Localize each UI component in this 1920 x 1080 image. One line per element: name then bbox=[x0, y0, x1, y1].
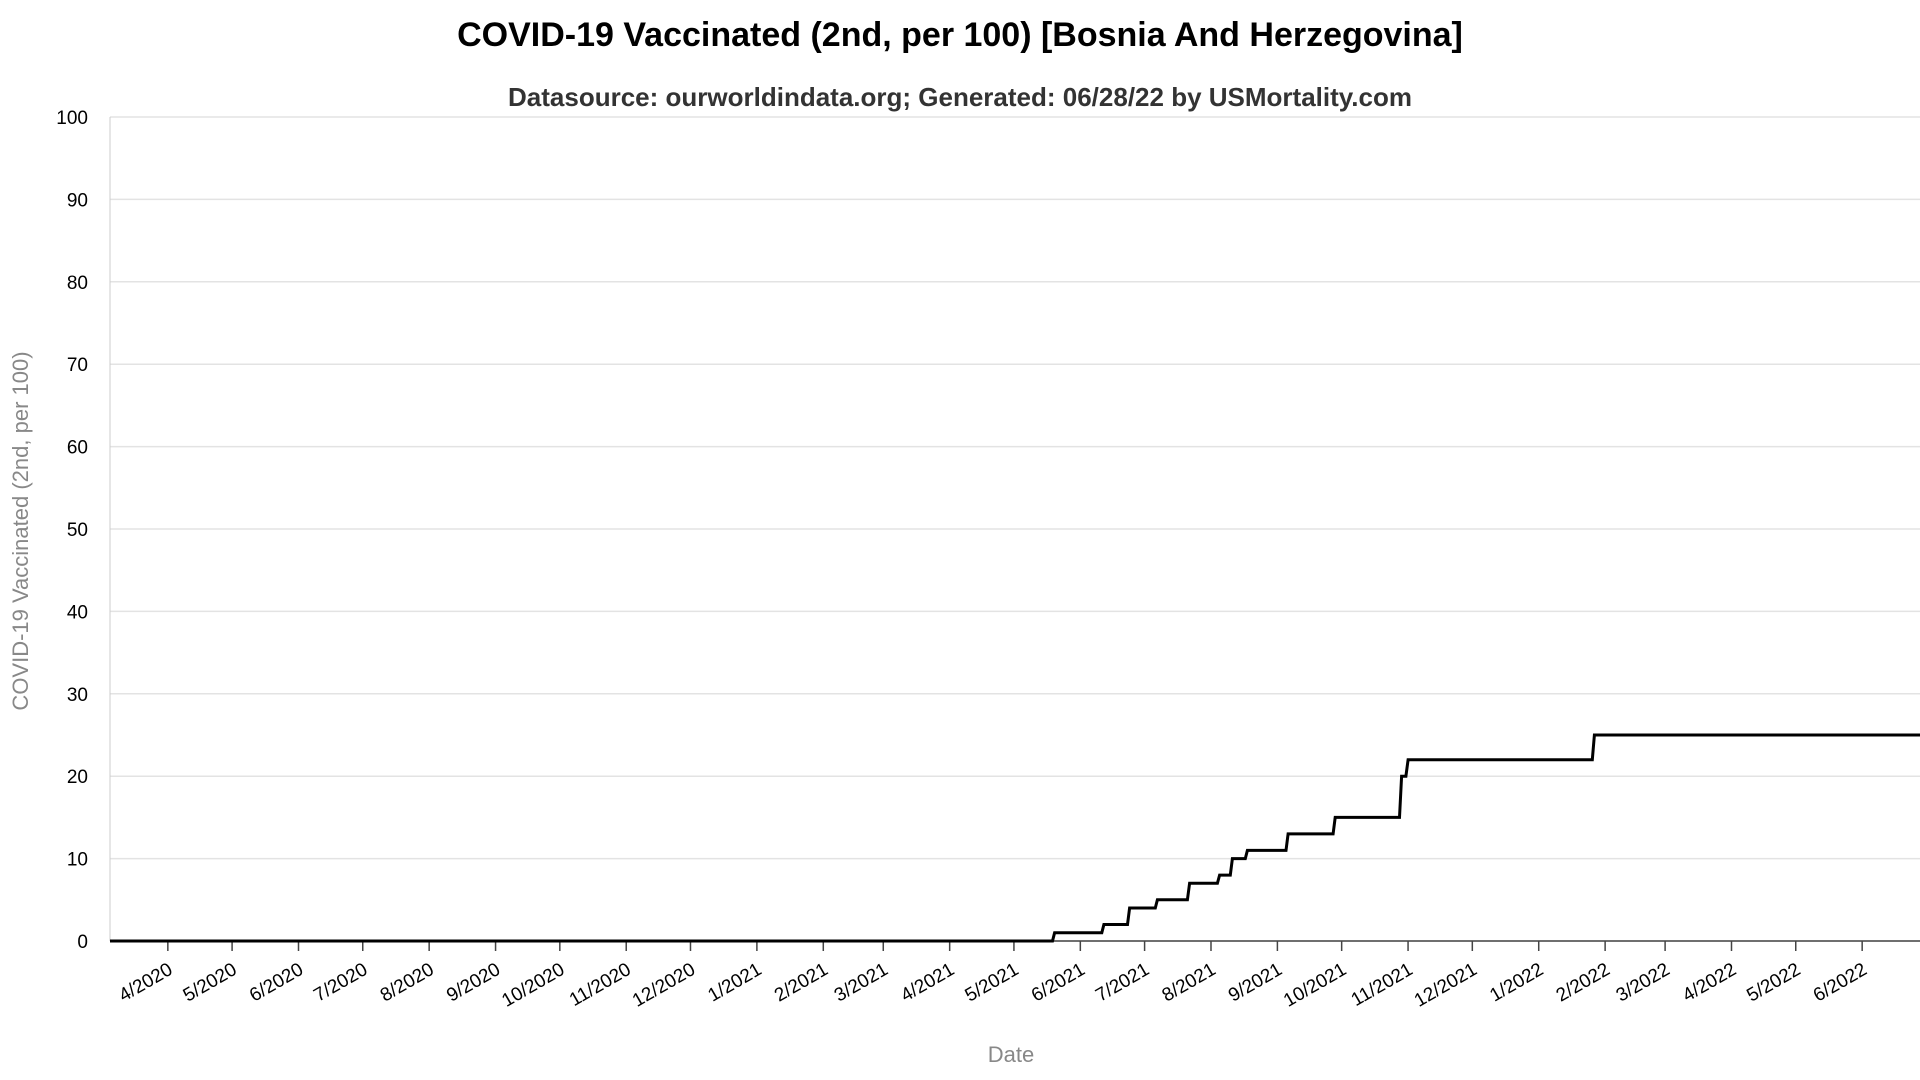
y-tick-label: 10 bbox=[67, 850, 88, 871]
x-tick-label: 5/2021 bbox=[962, 959, 1023, 1006]
x-tick-label: 5/2022 bbox=[1743, 959, 1804, 1006]
x-tick-label: 11/2021 bbox=[1348, 959, 1417, 1011]
chart-subtitle: Datasource: ourworldindata.org; Generate… bbox=[508, 82, 1412, 112]
x-tick-label: 9/2021 bbox=[1225, 959, 1286, 1006]
x-tick-label: 10/2020 bbox=[498, 959, 568, 1012]
x-tick-label: 4/2022 bbox=[1679, 959, 1740, 1006]
x-axis-label: Date bbox=[988, 1042, 1034, 1067]
y-tick-label: 100 bbox=[56, 108, 88, 129]
x-tick-label: 9/2020 bbox=[443, 959, 504, 1006]
chart-title: COVID-19 Vaccinated (2nd, per 100) [Bosn… bbox=[457, 16, 1463, 54]
x-tick-label: 3/2021 bbox=[831, 959, 892, 1006]
y-tick-label: 40 bbox=[67, 602, 88, 623]
x-tick-label: 5/2020 bbox=[180, 959, 241, 1006]
x-tick-label: 6/2022 bbox=[1810, 959, 1871, 1006]
x-tick-label: 7/2021 bbox=[1092, 959, 1153, 1006]
x-tick-label: 8/2021 bbox=[1159, 959, 1220, 1006]
x-tick-label: 7/2020 bbox=[310, 959, 371, 1006]
y-tick-label: 90 bbox=[67, 190, 88, 211]
x-tick-label: 10/2021 bbox=[1280, 959, 1350, 1012]
x-axis-ticks: 4/2020 5/2020 6/2020 7/2020 8/2020 9/202010/2… bbox=[115, 941, 1871, 1012]
x-tick-label: 12/2021 bbox=[1411, 959, 1481, 1012]
y-tick-label: 50 bbox=[67, 520, 88, 541]
y-tick-label: 0 bbox=[77, 932, 88, 953]
grid-lines bbox=[110, 116, 1920, 942]
x-tick-label: 3/2022 bbox=[1613, 959, 1674, 1006]
y-tick-label: 80 bbox=[67, 273, 88, 294]
x-tick-label: 12/2020 bbox=[629, 959, 699, 1012]
series-line bbox=[110, 733, 1920, 943]
x-tick-label: 1/2022 bbox=[1486, 959, 1547, 1006]
y-tick-labels: 0 10 20 30 40 50 60 70 80 90 100 bbox=[56, 108, 88, 953]
y-tick-label: 70 bbox=[67, 355, 88, 376]
x-tick-label: 2/2022 bbox=[1553, 959, 1614, 1006]
y-tick-label: 20 bbox=[67, 767, 88, 788]
x-tick-label: 8/2020 bbox=[377, 959, 438, 1006]
x-tick-label: 4/2020 bbox=[115, 959, 176, 1006]
x-tick-label: 2/2021 bbox=[771, 959, 832, 1006]
x-tick-label: 6/2021 bbox=[1028, 959, 1089, 1006]
y-tick-label: 60 bbox=[67, 438, 88, 459]
x-tick-label: 4/2021 bbox=[897, 959, 958, 1006]
x-tick-label: 11/2020 bbox=[566, 959, 635, 1011]
y-axis-label: COVID-19 Vaccinated (2nd, per 100) bbox=[8, 351, 33, 710]
x-tick-label: 6/2020 bbox=[246, 959, 307, 1006]
x-tick-label: 1/2021 bbox=[705, 959, 766, 1006]
y-tick-label: 30 bbox=[67, 685, 88, 706]
